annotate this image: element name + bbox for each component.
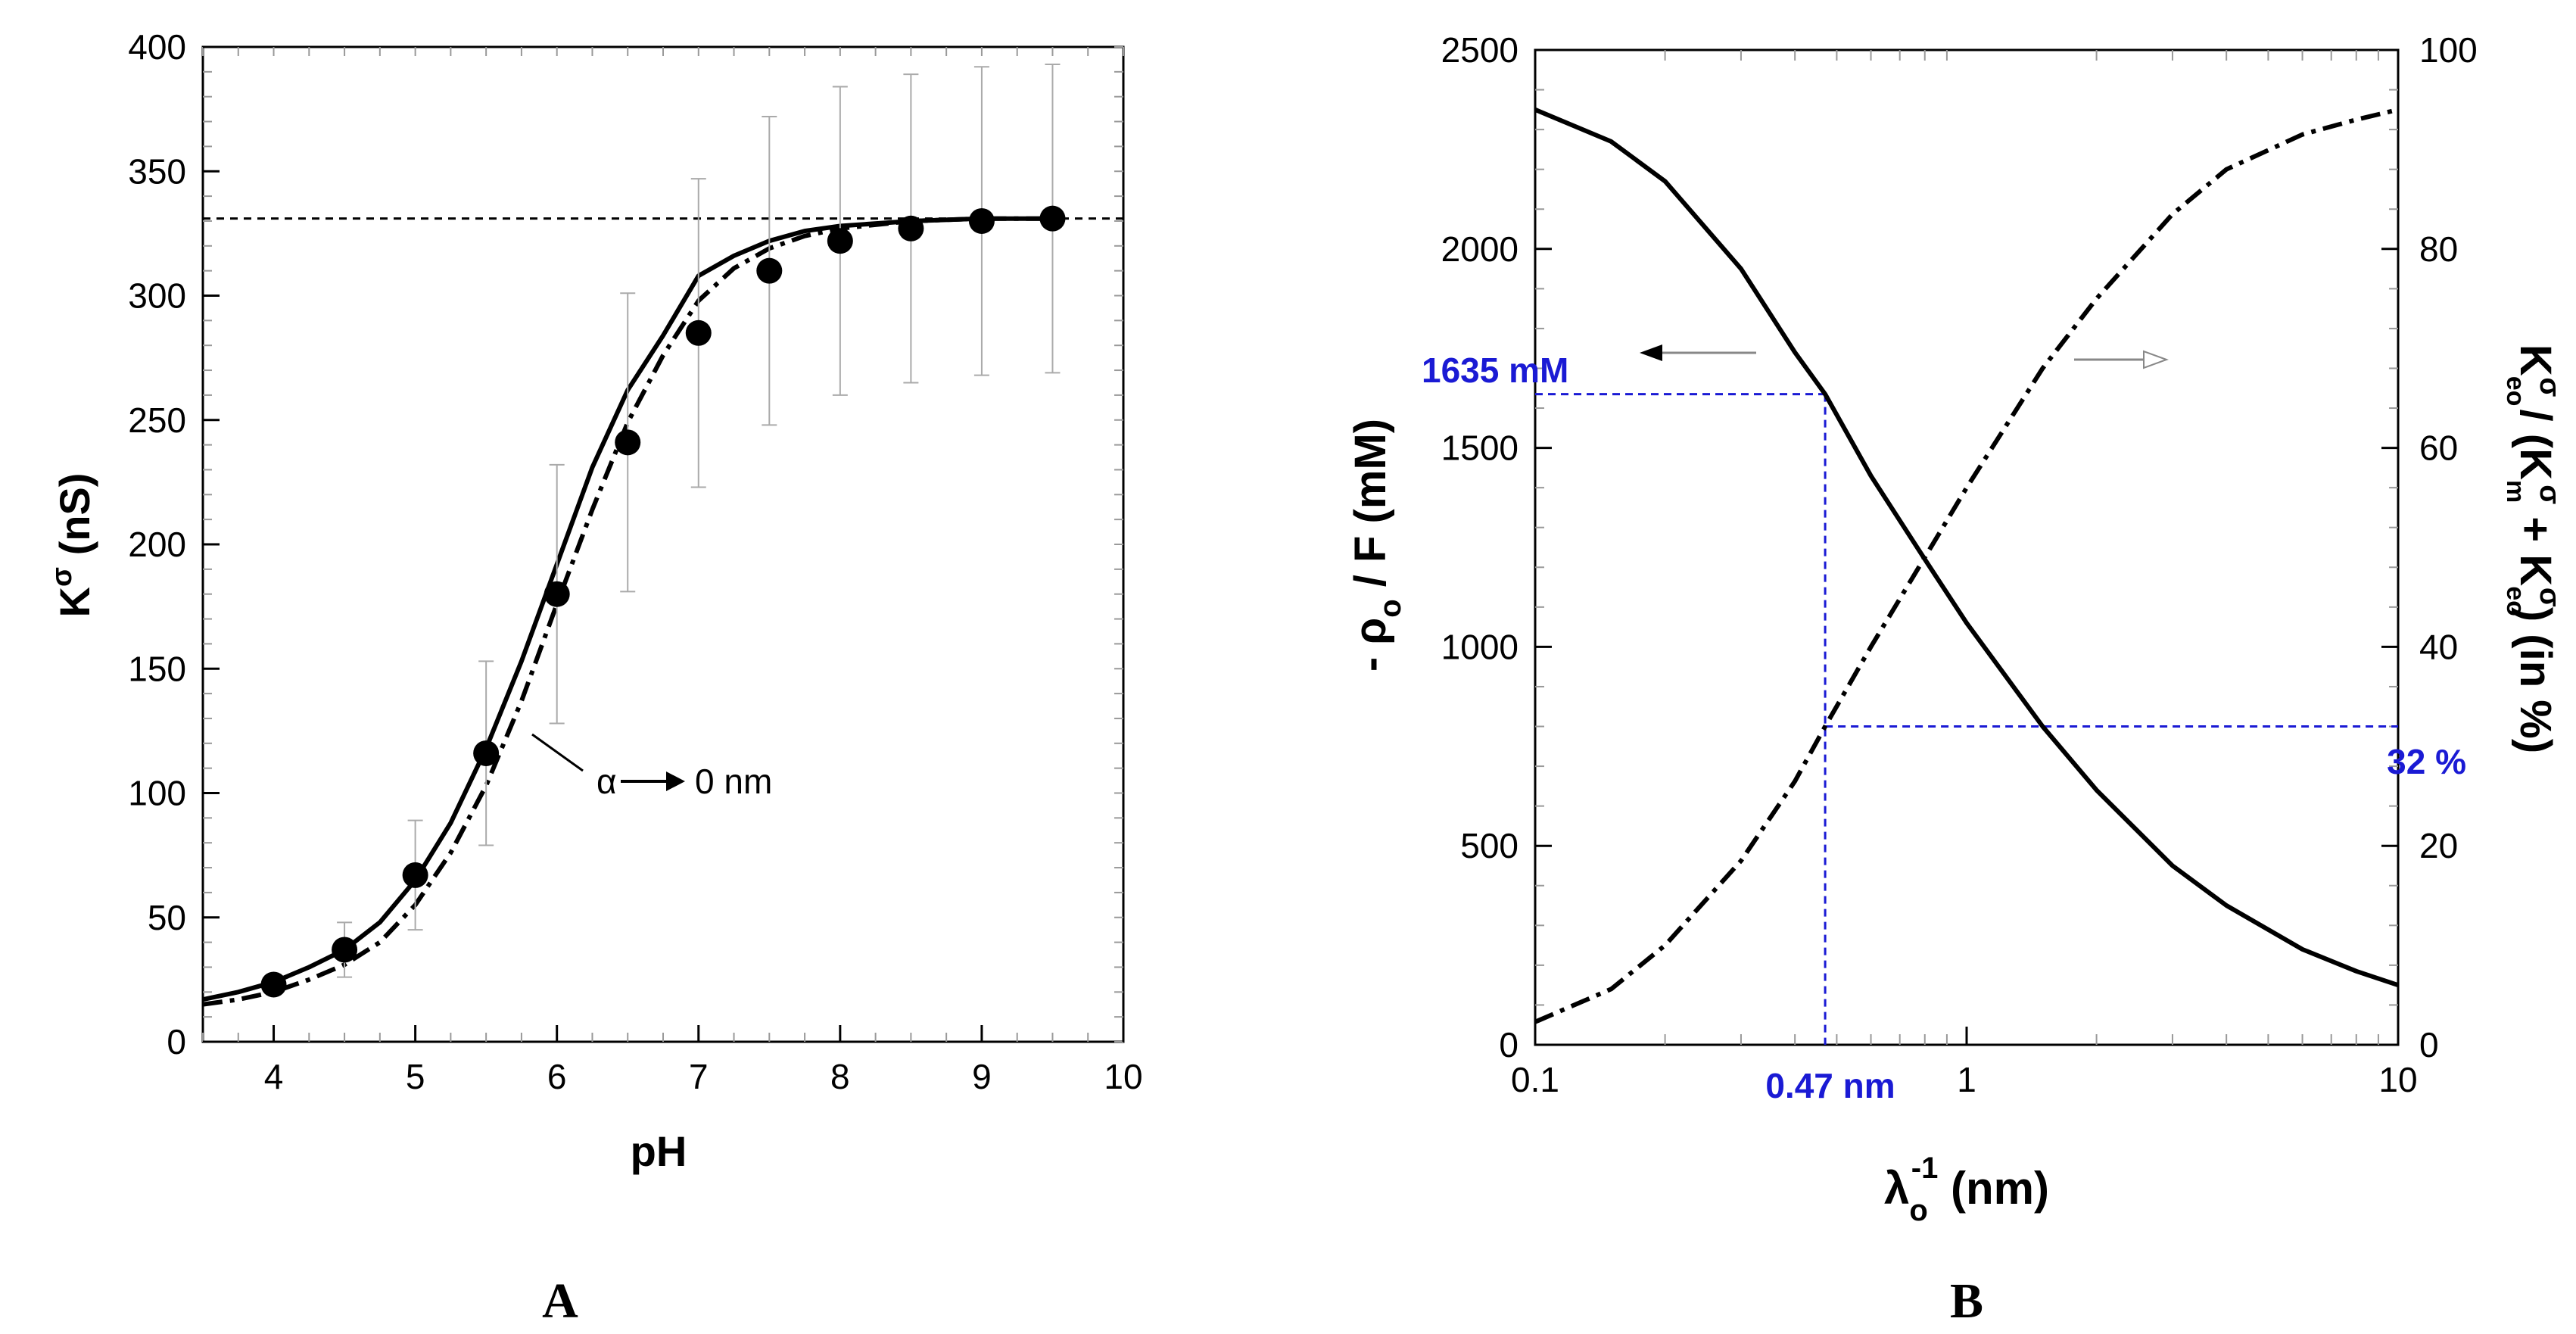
panel-a-x-tick-label: 7: [689, 1057, 709, 1096]
panel-b-x-axis-label: λo-1 (nm): [1884, 1152, 2049, 1227]
panel-a-y-tick-label: 250: [128, 401, 186, 440]
panel-a-data-point: [260, 971, 287, 998]
panel-a-y-tick-label: 350: [128, 151, 186, 191]
panel-b-x-tick-label: 10: [2378, 1060, 2417, 1099]
panel-b-plot-frame: [1534, 48, 2400, 1046]
panel-b-right-y-tick-label: 60: [2419, 429, 2458, 468]
panel-b-percent-value-label: 32 %: [2387, 742, 2466, 781]
panel-a-data-point: [473, 740, 500, 766]
panel-a-x-tick-label: 6: [547, 1057, 567, 1096]
panel-a-x-tick-label: 8: [830, 1057, 850, 1096]
panel-a-data-point: [685, 319, 712, 346]
panel-a-data-point: [827, 228, 853, 254]
panel-b-lambda-value-label: 0.47 nm: [1765, 1066, 1895, 1105]
panel-b-left-y-tick-label: 1000: [1441, 627, 1519, 666]
panel-b-minor-ticks: [1535, 49, 2398, 1046]
panel-a-data-point: [968, 207, 995, 234]
panel-a-alpha-curve: [202, 216, 1053, 1007]
panel-b-percent-curve: [1534, 107, 2399, 1024]
panel-a-annotation-arrowhead: [666, 771, 685, 791]
panel-a-y-tick-label: 50: [148, 898, 186, 937]
panel-a-data-point: [615, 429, 641, 456]
panel-b-left-y-tick-label: 1500: [1441, 429, 1519, 468]
panel-b-left-y-axis-label: - ρo / F (mM): [1346, 419, 1407, 672]
panel-a-minor-ticks: [202, 46, 1124, 1043]
panel-b-right-y-tick-label: 20: [2419, 826, 2458, 865]
panel-a-x-tick-label: 9: [972, 1057, 992, 1096]
panel-b-curves: [1534, 107, 2399, 1024]
panel-b-x-tick-label: 1: [1957, 1060, 1976, 1099]
panel-a-y-tick-label: 300: [128, 276, 186, 316]
panel-b-label: B: [1950, 1273, 1983, 1329]
panel-b-right-y-tick-label: 0: [2419, 1025, 2439, 1064]
panel-a-chart: 4 5 6 7 8 9 10 0 50 100 150 200 250 300 350 400 α 0 nm…: [46, 27, 1143, 1329]
panel-a-annotation-leader: [531, 733, 584, 772]
panel-a-x-tick-label: 4: [264, 1057, 284, 1096]
panel-b-right-y-tick-label: 40: [2419, 627, 2458, 666]
panel-b-right-y-tick-label: 100: [2419, 30, 2478, 70]
panel-a-curves: [202, 216, 1053, 1007]
panel-a-fit-curve: [202, 216, 1053, 1002]
panel-b-chart: 0.1 1 10 0 500 1000 1500 2000 2500 0 20 40 60 80 100…: [1346, 30, 2565, 1329]
panel-a-data-point: [332, 937, 358, 963]
panel-b-x-tick-label: 0.1: [1511, 1060, 1559, 1099]
panel-a-data-point: [402, 862, 428, 888]
panel-b-rho-curve: [1534, 108, 2399, 988]
panel-b-blue-guides: [1535, 393, 2398, 1045]
panel-a-x-tick-label: 10: [1104, 1057, 1142, 1096]
panel-b-right-y-tick-label: 80: [2419, 229, 2458, 269]
panel-b-left-y-tick-label: 2000: [1441, 229, 1519, 269]
panel-a-y-tick-label: 0: [167, 1022, 186, 1061]
panel-a-y-ticks: 0 50 100 150 200 250 300 350 400: [128, 27, 220, 1061]
panel-a-x-tick-label: 5: [406, 1057, 425, 1096]
panel-a-x-ticks: 4 5 6 7 8 9 10: [264, 1025, 1143, 1096]
panel-a-label: A: [542, 1273, 578, 1329]
panel-a-y-tick-label: 100: [128, 774, 186, 813]
panel-a-annotation-alpha: α: [596, 762, 617, 801]
panel-b-right-y-axis-label: Keo σ / (Km σ + Keo σ) (in %): [2501, 344, 2565, 753]
panel-b-right-y-ticks: 0 20 40 60 80 100: [2381, 30, 2478, 1064]
panel-a-data-point: [1039, 205, 1066, 232]
panel-a-data-point: [898, 215, 924, 242]
panel-a-y-tick-label: 400: [128, 27, 186, 67]
panel-b-left-y-tick-label: 2500: [1441, 30, 1519, 70]
panel-a-data-point: [756, 257, 783, 284]
panel-b-rho-value-label: 1635 mM: [1422, 351, 1568, 390]
panel-b-left-y-ticks: 0 500 1000 1500 2000 2500: [1441, 30, 1552, 1064]
panel-b-x-ticks: 0.1 1 10: [1511, 1027, 2418, 1099]
panel-a-plot-frame: [201, 45, 1125, 1043]
panel-a-y-tick-label: 150: [128, 649, 186, 688]
panel-a-annotation-text: 0 nm: [695, 762, 772, 801]
panel-a-data-point: [544, 581, 570, 607]
panel-a-data-points: [260, 63, 1066, 998]
panel-b-left-y-tick-label: 0: [1499, 1025, 1519, 1064]
panel-b-right-arrowhead: [2143, 350, 2169, 369]
panel-a-y-axis-label: Kσ (nS): [46, 473, 98, 618]
panel-b-left-arrowhead: [1640, 344, 1662, 361]
panel-a-y-tick-label: 200: [128, 525, 186, 564]
panel-a-x-axis-label: pH: [631, 1127, 687, 1175]
panel-b-left-y-tick-label: 500: [1460, 826, 1519, 865]
